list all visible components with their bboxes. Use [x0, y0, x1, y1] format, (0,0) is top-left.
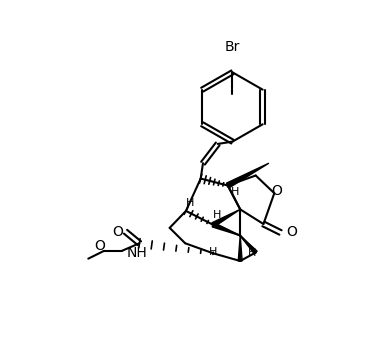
Polygon shape	[212, 222, 240, 236]
Text: Br: Br	[225, 40, 240, 54]
Text: H: H	[213, 210, 221, 220]
Text: O: O	[112, 226, 123, 239]
Text: O: O	[94, 239, 105, 253]
Polygon shape	[212, 209, 240, 227]
Polygon shape	[240, 236, 257, 254]
Polygon shape	[227, 163, 269, 188]
Text: H: H	[232, 188, 240, 198]
Text: NH: NH	[127, 246, 147, 260]
Text: O: O	[271, 184, 282, 198]
Text: H: H	[248, 247, 256, 257]
Text: O: O	[287, 226, 298, 239]
Text: H: H	[185, 198, 194, 208]
Polygon shape	[238, 236, 242, 261]
Text: H: H	[209, 247, 217, 257]
